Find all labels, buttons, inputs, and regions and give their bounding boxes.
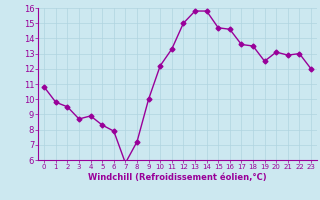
X-axis label: Windchill (Refroidissement éolien,°C): Windchill (Refroidissement éolien,°C): [88, 173, 267, 182]
